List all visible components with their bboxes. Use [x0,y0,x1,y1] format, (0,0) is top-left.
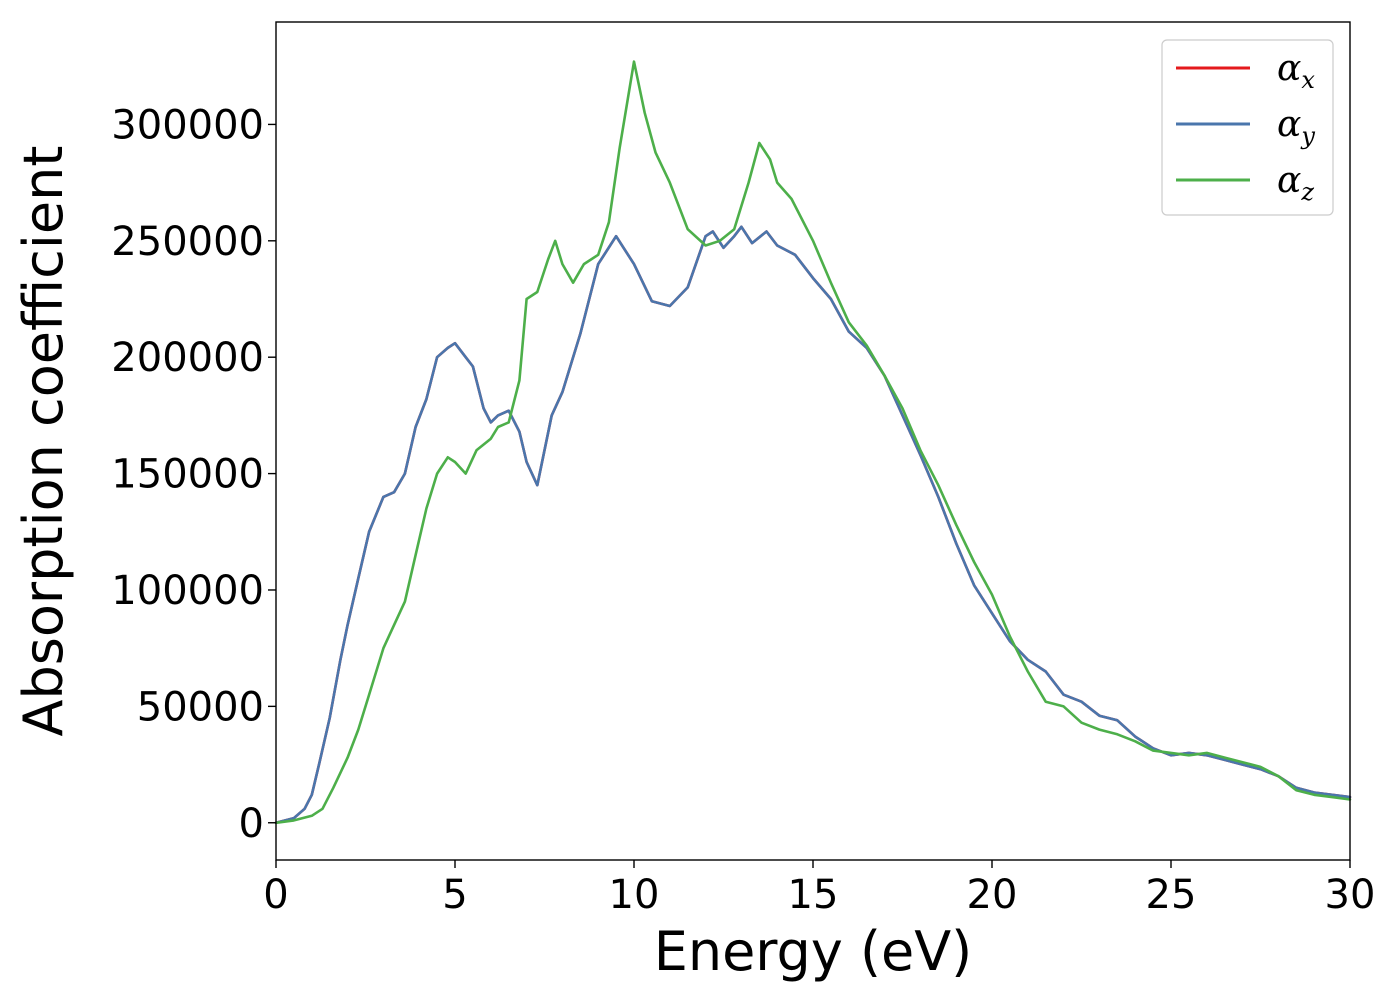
legend-label-z: αz [1277,160,1314,206]
x-axis-title: Energy (eV) [654,920,973,983]
y-tick-label: 150000 [111,452,264,498]
y-tick-label: 50000 [137,684,264,730]
x-tick-label: 15 [788,872,839,918]
y-axis-title: Absorption coefficient [12,146,75,737]
y-tick-label: 300000 [111,102,264,148]
x-tick-label: 20 [967,872,1018,918]
x-tick-label: 0 [263,872,288,918]
y-tick-label: 200000 [111,335,264,381]
x-tick-label: 30 [1325,872,1376,918]
x-tick-label: 10 [609,872,660,918]
y-tick-label: 100000 [111,568,264,614]
x-axis: 0 5 10 15 20 25 30 [263,860,1375,918]
y-tick-label: 0 [239,801,264,847]
x-tick-label: 25 [1146,872,1197,918]
series-line-y [274,225,1352,825]
legend-box [1161,39,1334,216]
series-line-z [274,60,1352,825]
y-tick-label: 250000 [111,219,264,265]
y-axis: 0 50000 100000 150000 200000 250000 300000 [111,102,276,847]
x-tick-label: 5 [442,872,467,918]
series-layer [274,60,1352,825]
legend-label-x: αx [1277,48,1315,94]
legend: αx αy αz [1161,39,1334,216]
legend-label-y: αy [1277,104,1315,150]
